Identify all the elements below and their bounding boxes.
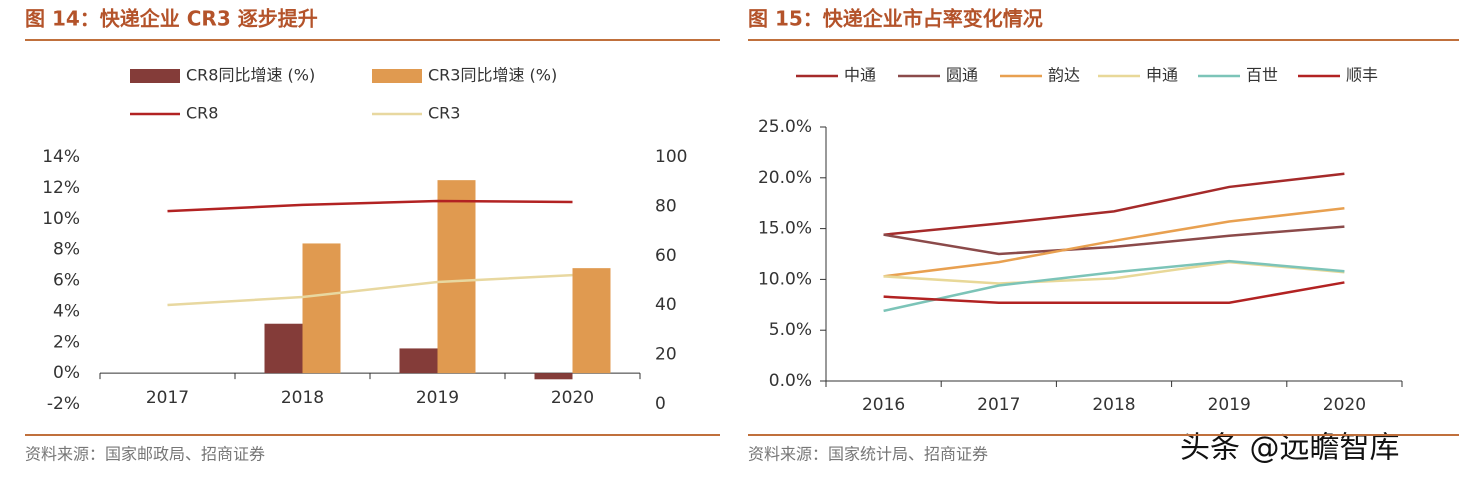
- legend-label: 中通: [844, 66, 876, 85]
- bar: [399, 348, 438, 374]
- y-tick-label: 12%: [42, 178, 80, 198]
- line: [167, 199, 573, 213]
- x-tick-label: 2019: [1208, 395, 1251, 415]
- y2-tick-label: 0: [655, 394, 666, 414]
- line: [167, 273, 573, 307]
- y2-tick-label: 80: [655, 196, 677, 216]
- legend-label: CR8: [186, 104, 218, 123]
- line: [883, 207, 1345, 278]
- x-tick-label: 2018: [281, 388, 324, 408]
- bar: [264, 323, 303, 374]
- line: [883, 172, 1345, 236]
- legend-label: 顺丰: [1346, 66, 1378, 85]
- bar: [302, 243, 341, 374]
- x-tick-label: 2016: [862, 395, 905, 415]
- y-tick-label: 15.0%: [758, 219, 812, 239]
- y-tick-label: 8%: [53, 240, 80, 260]
- x-tick-label: 2019: [416, 388, 459, 408]
- y-tick-label: 4%: [53, 301, 80, 321]
- legend-swatch: [130, 69, 180, 83]
- line: [883, 225, 1345, 256]
- legend-label: 圆通: [946, 66, 978, 85]
- chart-title: 图 14：快递企业 CR3 逐步提升: [25, 7, 318, 31]
- legend-label: CR3同比增速 (%): [428, 66, 557, 85]
- y2-tick-label: 40: [655, 295, 677, 315]
- y-tick-label: 25.0%: [758, 117, 812, 137]
- chart-title: 图 15：快递企业市占率变化情况: [748, 7, 1043, 31]
- legend-label: CR3: [428, 104, 460, 123]
- y2-tick-label: 20: [655, 345, 677, 365]
- y-tick-label: 5.0%: [769, 320, 812, 340]
- legend-swatch: [372, 69, 422, 83]
- x-tick-label: 2017: [977, 395, 1020, 415]
- y2-tick-label: 100: [655, 147, 687, 167]
- legend-label: 百世: [1246, 66, 1278, 85]
- y2-tick-label: 60: [655, 246, 677, 266]
- y-tick-label: 10%: [42, 209, 80, 229]
- x-tick-label: 2017: [146, 388, 189, 408]
- source: 资料来源：国家邮政局、招商证券: [25, 445, 265, 464]
- x-tick-label: 2020: [1323, 395, 1366, 415]
- bar: [572, 268, 611, 374]
- legend-label: 申通: [1146, 66, 1178, 85]
- y-tick-label: 14%: [42, 147, 80, 167]
- y-tick-label: 20.0%: [758, 168, 812, 188]
- line: [883, 259, 1345, 313]
- source: 资料来源：国家统计局、招商证券: [748, 445, 988, 464]
- y-tick-label: 10.0%: [758, 269, 812, 289]
- y-tick-label: 6%: [53, 271, 80, 291]
- bar: [534, 373, 573, 380]
- legend-label: 韵达: [1048, 66, 1080, 85]
- y-tick-label: 0.0%: [769, 371, 812, 391]
- y-tick-label: 0%: [53, 363, 80, 383]
- legend-label: CR8同比增速 (%): [186, 66, 315, 85]
- line: [883, 281, 1345, 305]
- y-tick-label: 2%: [53, 332, 80, 352]
- x-tick-label: 2020: [551, 388, 594, 408]
- x-tick-label: 2018: [1092, 395, 1135, 415]
- watermark: 头条 @远瞻智库: [1180, 431, 1400, 466]
- y-tick-label: -2%: [47, 394, 80, 414]
- bar: [437, 180, 476, 374]
